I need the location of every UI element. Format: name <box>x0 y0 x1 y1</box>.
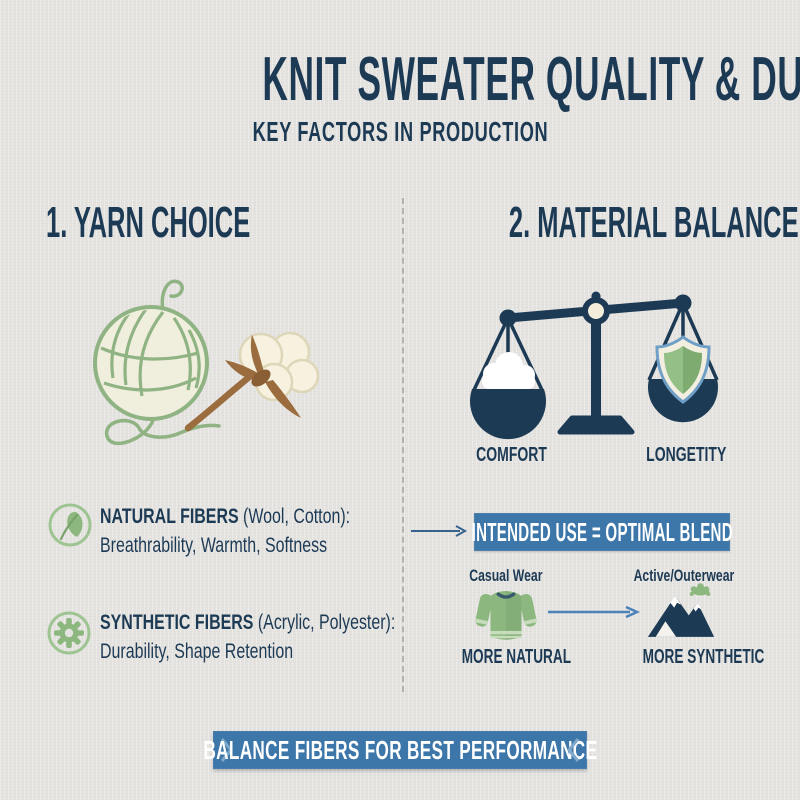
balance-section-heading: 2. MATERIAL BALANCE <box>508 198 799 247</box>
natural-fibers-label: NATURAL FIBERS <box>100 505 239 528</box>
balance-section-heading-row: 2. MATERIAL BALANCE <box>404 198 800 248</box>
more-synthetic-label: MORE SYNTHETIC <box>642 646 765 668</box>
shield-icon <box>655 335 711 404</box>
natural-fibers-traits: Breathrability, Warmth, Softness <box>100 534 328 557</box>
active-outerwear-label: Active/Outerwear <box>633 566 735 585</box>
green-blob-icon <box>689 583 711 596</box>
active-outerwear-label-row: Active/Outerwear <box>614 566 754 586</box>
longevity-label-row: LONGETITY <box>626 444 746 467</box>
leaf-icon <box>48 503 92 547</box>
page-subtitle: KEY FACTORS IN PRODUCTION <box>252 116 548 147</box>
optimal-blend-banner-label: INTENDED USE = OPTIMAL BLEND <box>471 516 733 547</box>
cloud-icon <box>482 352 535 389</box>
comfort-label-row: COMFORT <box>452 444 572 467</box>
arrow-right-icon <box>411 525 468 537</box>
footer-ribbon: BALANCE FIBERS FOR BEST PERFORMANCE <box>203 731 597 769</box>
longevity-label: LONGETITY <box>645 444 727 466</box>
chevron-left-icon <box>567 738 580 762</box>
page-title: KNIT SWEATER QUALITY & DURABILTY <box>262 45 800 114</box>
header-subtitle-row: KEY FACTORS IN PRODUCTION <box>0 116 800 148</box>
section-divider <box>402 198 404 692</box>
synthetic-fibers-detail: (Acrylic, Polyester): <box>257 611 396 634</box>
left-pan <box>470 389 546 440</box>
footer-ribbon-label: BALANCE FIBERS FOR BEST PERFORMANCE <box>203 734 597 765</box>
yarn-strands <box>100 310 201 397</box>
yarn-top-curl <box>160 279 184 312</box>
more-natural-label: MORE NATURAL <box>461 646 572 668</box>
chevron-right-icon <box>220 738 233 762</box>
natural-fibers-block: NATURAL FIBERS (Wool, Cotton): Breathrab… <box>100 502 429 560</box>
synthetic-fibers-label: SYNTHETIC FIBERS <box>100 611 254 634</box>
natural-fibers-detail: (Wool, Cotton): <box>243 505 351 528</box>
yarn-section-heading-row: 1. YARN CHOICE <box>46 198 398 248</box>
yarn-ball-and-cotton-illustration <box>93 279 320 446</box>
yarn-ball <box>93 305 209 421</box>
optimal-blend-banner: INTENDED USE = OPTIMAL BLEND <box>471 513 733 551</box>
casual-wear-label: Casual Wear <box>469 566 543 585</box>
cotton-stem <box>184 374 252 432</box>
arrow-right-icon <box>548 605 641 619</box>
mountain-icon <box>647 583 715 637</box>
sweater-icon <box>475 591 537 640</box>
gear-icon <box>47 611 91 655</box>
header: KNIT SWEATER QUALITY & DURABILTY <box>0 44 800 115</box>
synthetic-fibers-traits: Durability, Shape Retention <box>100 640 294 663</box>
balance-scale-illustration <box>470 291 719 440</box>
more-synthetic-label-row: MORE SYNTHETIC <box>614 646 765 669</box>
synthetic-fibers-block: SYNTHETIC FIBERS (Acrylic, Polyester): D… <box>100 608 489 666</box>
cotton-bracts <box>225 335 301 418</box>
comfort-label: COMFORT <box>476 444 548 466</box>
scale-base <box>557 415 635 435</box>
yarn-section-heading: 1. YARN CHOICE <box>46 198 251 247</box>
casual-wear-label-row: Casual Wear <box>436 566 576 586</box>
more-natural-label-row: MORE NATURAL <box>436 646 576 669</box>
